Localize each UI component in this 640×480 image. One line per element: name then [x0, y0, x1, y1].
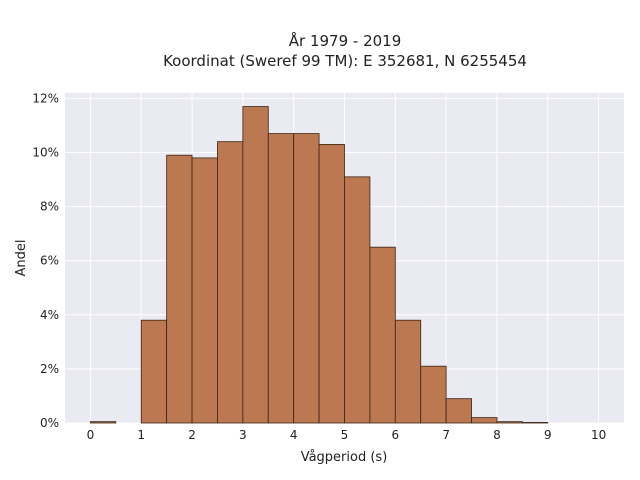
chart-title-line2: Koordinat (Sweref 99 TM): E 352681, N 62… [163, 52, 527, 70]
chart-title-line1: År 1979 - 2019 [289, 31, 402, 50]
y-tick-label: 4% [40, 308, 59, 322]
histogram-bar [318, 143, 345, 424]
x-tick-label: 8 [493, 428, 501, 442]
histogram-bar [521, 422, 549, 424]
x-axis-label: Vågperiod (s) [301, 450, 388, 465]
x-tick-label: 6 [391, 428, 399, 442]
histogram-bar [394, 319, 422, 424]
histogram-bar [344, 176, 371, 424]
x-tick-label: 5 [341, 428, 349, 442]
histogram-bar [445, 398, 472, 424]
y-tick-label: 0% [40, 416, 59, 430]
x-tick-label: 1 [137, 428, 145, 442]
histogram-bar [140, 319, 168, 424]
x-tick-label: 10 [591, 428, 606, 442]
histogram-bar [191, 157, 218, 424]
histogram-bar [496, 421, 523, 424]
y-tick-label: 10% [32, 146, 59, 160]
histogram-bar [267, 133, 295, 424]
histogram-bar [166, 154, 193, 424]
bars-group [90, 106, 549, 424]
y-tick-label: 2% [40, 362, 59, 376]
y-tick-labels: 0% 2% 4% 6% 8% 10% 12% [32, 91, 59, 430]
x-tick-label: 2 [188, 428, 196, 442]
x-tick-label: 3 [239, 428, 247, 442]
histogram-bar [420, 365, 447, 424]
x-tick-label: 0 [87, 428, 95, 442]
x-tick-label: 4 [290, 428, 298, 442]
histogram-bar [90, 421, 117, 424]
histogram-bar [293, 133, 320, 424]
histogram-bar [471, 417, 498, 424]
histogram-bar [217, 141, 244, 424]
histogram-bar [242, 106, 269, 424]
x-tick-label: 9 [544, 428, 552, 442]
y-axis-label: Andel [14, 240, 29, 277]
x-tick-labels: 0 1 2 3 4 5 6 7 8 9 10 [87, 428, 607, 442]
histogram-bar [369, 246, 396, 424]
y-tick-label: 6% [40, 254, 59, 268]
y-tick-label: 12% [32, 91, 59, 105]
x-tick-label: 7 [442, 428, 450, 442]
y-tick-label: 8% [40, 200, 59, 214]
